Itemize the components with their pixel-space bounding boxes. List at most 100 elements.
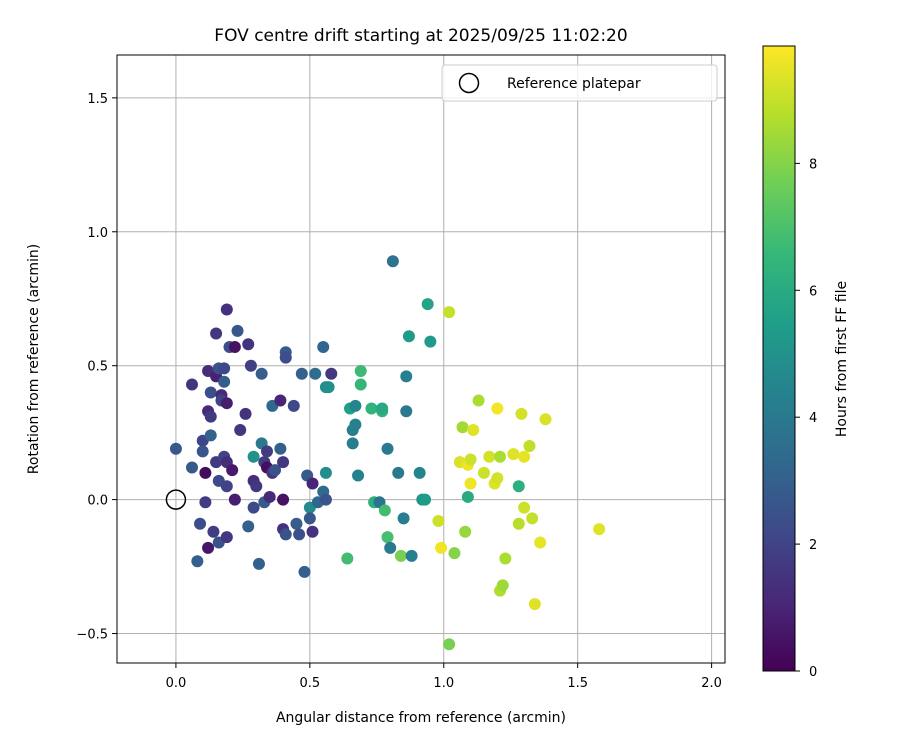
y-tick-label: 0.5: [87, 360, 108, 375]
data-point: [309, 367, 322, 380]
x-axis: 0.0 0.5 1.0 1.5 2.0: [166, 663, 722, 691]
data-point: [443, 306, 456, 319]
data-point: [247, 501, 260, 514]
data-point: [218, 375, 231, 388]
colorbar-gradient: [762, 45, 796, 672]
data-point: [169, 442, 182, 455]
data-point: [220, 480, 233, 493]
data-point: [293, 528, 306, 541]
data-point: [234, 423, 247, 436]
legend-box: [441, 64, 718, 102]
colorbar-tick-label: 8: [809, 157, 817, 172]
data-point: [459, 525, 472, 538]
data-point: [526, 512, 539, 525]
data-point: [397, 512, 410, 525]
data-point: [202, 541, 215, 554]
data-point: [593, 523, 606, 536]
data-point: [402, 330, 415, 343]
data-point: [539, 413, 552, 426]
data-point: [295, 367, 308, 380]
data-point: [228, 493, 241, 506]
data-point: [185, 378, 198, 391]
data-points: [169, 255, 606, 651]
data-point: [467, 423, 480, 436]
colorbar: 0 2 4 6 8 Hours from first FF file: [762, 45, 850, 680]
data-point: [494, 450, 507, 463]
data-point: [365, 402, 378, 415]
data-point: [400, 370, 413, 383]
data-point: [255, 367, 268, 380]
x-tick-label: 0.0: [166, 676, 187, 691]
data-point: [424, 335, 437, 348]
data-point: [405, 549, 418, 562]
reference-marker: [165, 489, 187, 510]
y-tick-label: 1.5: [87, 92, 108, 107]
data-point: [354, 378, 367, 391]
data-point: [306, 525, 319, 538]
grid: [117, 55, 725, 663]
data-point: [400, 405, 413, 418]
y-tick-label: 0.0: [87, 494, 108, 509]
data-point: [384, 541, 397, 554]
colorbar-label: Hours from first FF file: [834, 281, 850, 437]
data-point: [435, 541, 448, 554]
data-point: [386, 255, 399, 268]
legend-marker: [458, 72, 480, 94]
data-point: [263, 490, 276, 503]
data-point: [346, 437, 359, 450]
data-point: [287, 399, 300, 412]
data-point: [432, 515, 445, 528]
data-point: [196, 445, 209, 458]
y-tick-label: −0.5: [76, 628, 108, 643]
data-point: [204, 429, 217, 442]
data-point: [341, 552, 354, 565]
data-point: [298, 565, 311, 578]
data-point: [228, 340, 241, 353]
data-point: [260, 445, 273, 458]
data-point: [534, 536, 547, 549]
x-tick-label: 1.5: [567, 676, 588, 691]
data-point: [207, 525, 220, 538]
x-tick-label: 0.5: [300, 676, 321, 691]
data-point: [242, 520, 255, 533]
data-point: [381, 442, 394, 455]
legend: Reference platepar: [441, 64, 718, 102]
data-point: [306, 477, 319, 490]
data-point: [349, 399, 362, 412]
data-point: [448, 547, 461, 560]
data-point: [491, 402, 504, 415]
data-point: [210, 327, 223, 340]
colorbar-tick-label: 6: [809, 284, 817, 299]
data-point: [303, 512, 316, 525]
data-point: [319, 466, 332, 479]
data-point: [512, 480, 525, 493]
data-point: [199, 496, 212, 509]
data-point: [319, 493, 332, 506]
legend-label: Reference platepar: [507, 76, 641, 92]
data-point: [515, 407, 528, 420]
data-point: [518, 501, 531, 514]
data-point: [317, 340, 330, 353]
data-point: [199, 466, 212, 479]
data-point: [322, 381, 335, 394]
y-axis-title: Rotation from reference (arcmin): [26, 244, 42, 474]
data-point: [244, 359, 257, 372]
colorbar-tick-label: 0: [809, 665, 817, 680]
colorbar-ticks: 0 2 4 6 8: [795, 157, 817, 680]
data-point: [421, 298, 434, 311]
data-point: [394, 549, 407, 562]
data-point: [194, 517, 207, 530]
data-point: [381, 531, 394, 544]
data-point: [247, 450, 260, 463]
data-point: [523, 440, 536, 453]
data-point: [464, 453, 477, 466]
data-point: [472, 394, 485, 407]
data-point: [274, 394, 287, 407]
chart-title: FOV centre drift starting at 2025/09/25 …: [214, 26, 627, 46]
colorbar-tick-label: 2: [809, 538, 817, 553]
data-point: [499, 552, 512, 565]
data-point: [491, 472, 504, 485]
data-point: [325, 367, 338, 380]
data-point: [477, 466, 490, 479]
